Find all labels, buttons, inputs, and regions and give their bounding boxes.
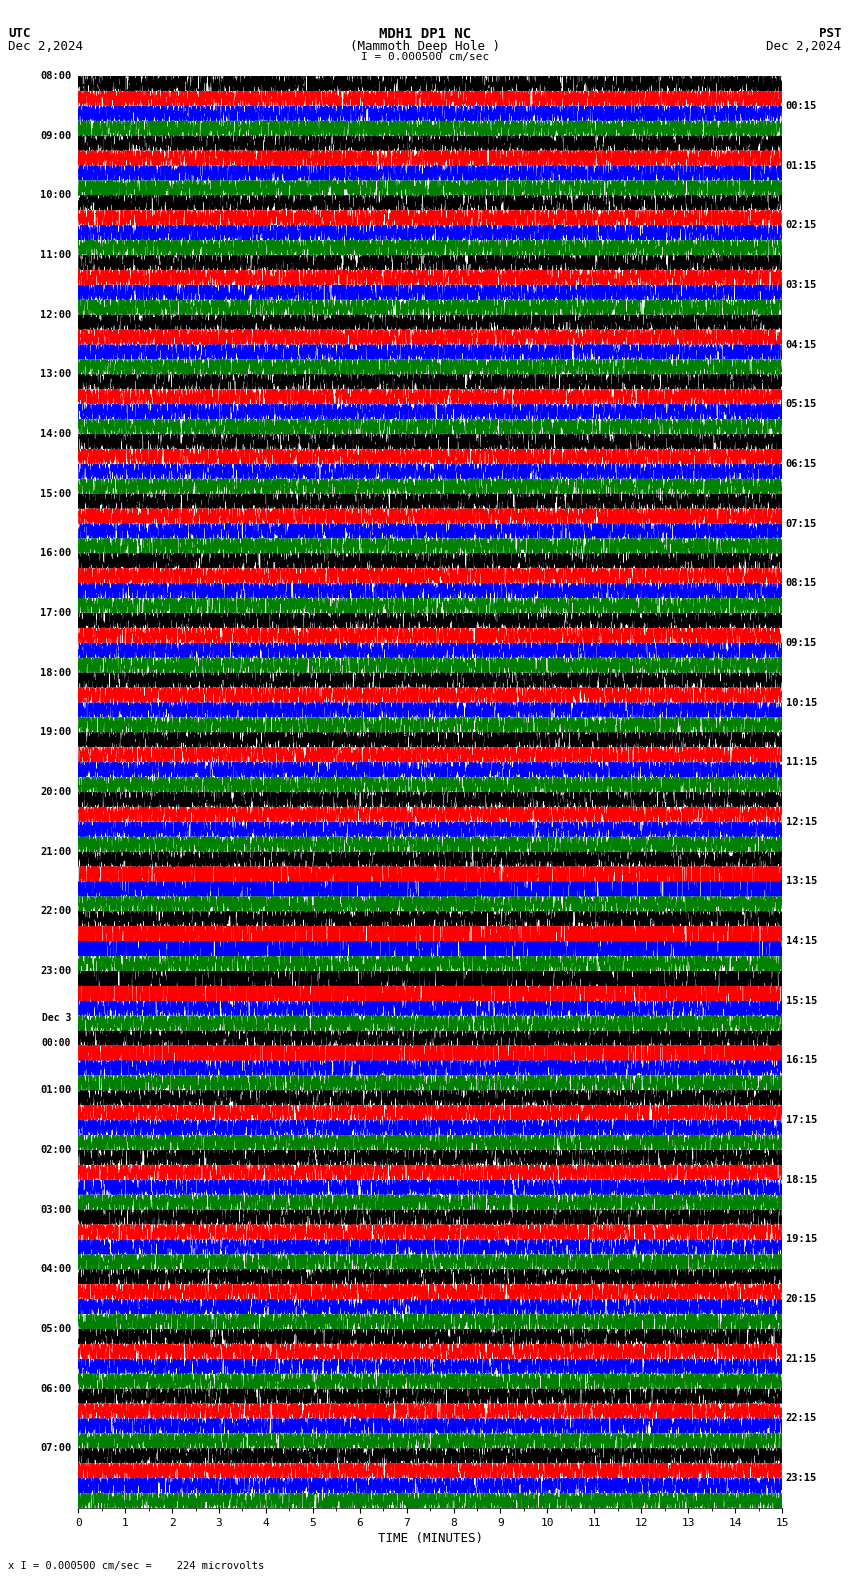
Text: 02:00: 02:00 [40,1145,71,1155]
Text: 12:15: 12:15 [785,817,817,827]
Text: 20:15: 20:15 [785,1294,817,1304]
Text: 15:00: 15:00 [40,489,71,499]
Text: 10:15: 10:15 [785,697,817,708]
Text: 21:15: 21:15 [785,1354,817,1364]
Text: 20:00: 20:00 [40,787,71,797]
Text: 13:00: 13:00 [40,369,71,379]
Text: 07:15: 07:15 [785,518,817,529]
Text: 04:15: 04:15 [785,339,817,350]
Text: 07:00: 07:00 [40,1443,71,1453]
Text: 21:00: 21:00 [40,847,71,857]
Text: 09:15: 09:15 [785,638,817,648]
Text: 22:00: 22:00 [40,906,71,916]
Text: 05:00: 05:00 [40,1324,71,1334]
Text: 17:15: 17:15 [785,1115,817,1125]
Text: 14:00: 14:00 [40,429,71,439]
Text: 09:00: 09:00 [40,131,71,141]
Text: 06:00: 06:00 [40,1384,71,1394]
Text: 00:15: 00:15 [785,101,817,111]
Text: PST: PST [819,27,842,40]
Text: 03:00: 03:00 [40,1205,71,1215]
Text: 05:15: 05:15 [785,399,817,409]
Text: 13:15: 13:15 [785,876,817,887]
Text: 10:00: 10:00 [40,190,71,200]
Text: 11:15: 11:15 [785,757,817,767]
Text: Dec 3: Dec 3 [42,1014,71,1023]
Text: 02:15: 02:15 [785,220,817,230]
Text: 03:15: 03:15 [785,280,817,290]
Text: MDH1 DP1 NC: MDH1 DP1 NC [379,27,471,41]
Text: 06:15: 06:15 [785,459,817,469]
Text: 01:00: 01:00 [40,1085,71,1095]
Text: 23:00: 23:00 [40,966,71,976]
Text: 18:00: 18:00 [40,668,71,678]
Text: 00:00: 00:00 [42,1038,71,1047]
Text: 18:15: 18:15 [785,1175,817,1185]
Text: 12:00: 12:00 [40,310,71,320]
Text: 23:15: 23:15 [785,1473,817,1483]
Text: 01:15: 01:15 [785,160,817,171]
Text: 16:15: 16:15 [785,1055,817,1066]
Text: UTC: UTC [8,27,31,40]
Text: 11:00: 11:00 [40,250,71,260]
Text: 17:00: 17:00 [40,608,71,618]
Text: x I = 0.000500 cm/sec =    224 microvolts: x I = 0.000500 cm/sec = 224 microvolts [8,1562,264,1571]
Text: Dec 2,2024: Dec 2,2024 [767,40,842,52]
Text: 08:15: 08:15 [785,578,817,588]
Text: I = 0.000500 cm/sec: I = 0.000500 cm/sec [361,52,489,62]
Text: (Mammoth Deep Hole ): (Mammoth Deep Hole ) [350,40,500,52]
Text: 04:00: 04:00 [40,1264,71,1274]
Text: 16:00: 16:00 [40,548,71,558]
X-axis label: TIME (MINUTES): TIME (MINUTES) [377,1532,483,1544]
Text: 14:15: 14:15 [785,936,817,946]
Text: 19:15: 19:15 [785,1234,817,1245]
Text: Dec 2,2024: Dec 2,2024 [8,40,83,52]
Text: 22:15: 22:15 [785,1413,817,1424]
Text: 19:00: 19:00 [40,727,71,737]
Text: 15:15: 15:15 [785,996,817,1006]
Text: 08:00: 08:00 [40,71,71,81]
